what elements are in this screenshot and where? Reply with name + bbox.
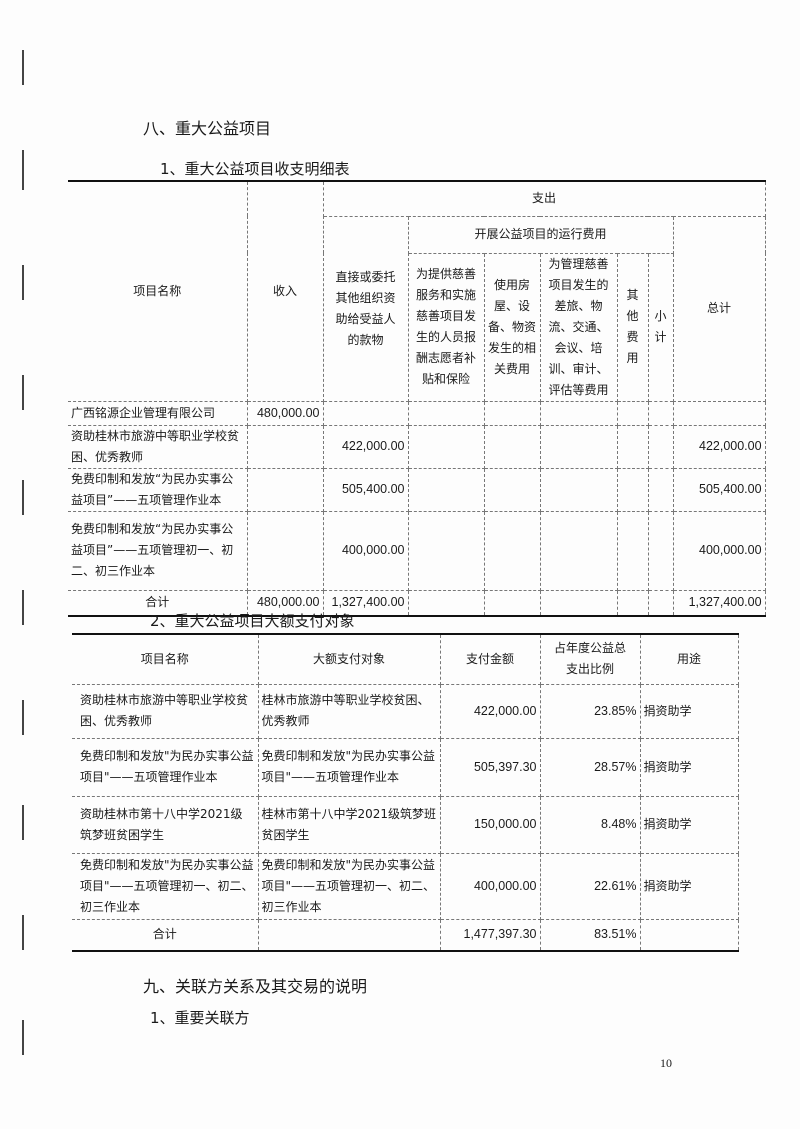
- row-total: [672, 400, 766, 426]
- section-9-subheading: 1、重要关联方: [150, 1009, 250, 1027]
- row-payee: 免费印制和发放"为民办实事公益项目"——五项管理作业本: [257, 737, 441, 797]
- row-name: 免费印制和发放"为民办实事公益项目"——五项管理初一、初二、初三作业本: [72, 852, 259, 920]
- row-amount: 400,000.00: [439, 852, 541, 920]
- row-name: 免费印制和发放"为民办实事公益项目"——五项管理作业本: [72, 737, 259, 797]
- row-purpose: 捐资助学: [639, 795, 739, 854]
- row-name: 资助桂林市旅游中等职业学校贫困、优秀教师: [68, 424, 248, 469]
- row-name: 资助桂林市旅游中等职业学校贫困、优秀教师: [72, 683, 259, 739]
- row-ratio: 23.85%: [539, 683, 641, 739]
- header-facilities: 使用房屋、设备、物资发生的相关费用: [483, 252, 541, 402]
- header-direct: 直接或委托其他组织资助给受益人的款物: [323, 215, 409, 402]
- table-row: 资助桂林市旅游中等职业学校贫困、优秀教师 桂林市旅游中等职业学校贫困、优秀教师 …: [72, 683, 739, 739]
- row-amount: 150,000.00: [439, 795, 541, 854]
- row-income: [246, 510, 324, 591]
- header-subtotal: 小计: [647, 252, 674, 402]
- row-total: 505,400.00: [672, 467, 766, 512]
- row-name: 广西铭源企业管理有限公司: [68, 400, 248, 426]
- row-name: 资助桂林市第十八中学2021级筑梦班贫困学生: [72, 795, 259, 854]
- row-purpose: 捐资助学: [639, 737, 739, 797]
- section-9-heading: 九、关联方关系及其交易的说明: [143, 977, 368, 996]
- row-purpose: 捐资助学: [639, 852, 739, 920]
- header-purpose: 用途: [639, 633, 739, 685]
- scan-margin-mark: [22, 915, 24, 950]
- row-direct: 422,000.00: [322, 424, 409, 469]
- header-name: 项目名称: [68, 180, 248, 402]
- row-ratio: 8.48%: [539, 795, 641, 854]
- scan-margin-mark: [22, 50, 24, 85]
- sum-ratio: 83.51%: [539, 918, 641, 952]
- row-name: 免费印制和发放“为民办实事公益项目”——五项管理初一、初二、初三作业本: [68, 510, 248, 591]
- row-total: 422,000.00: [672, 424, 766, 469]
- scan-margin-mark: [22, 805, 24, 840]
- row-income: [246, 424, 324, 469]
- sum-income: 480,000.00: [246, 589, 324, 617]
- table-row: 免费印制和发放“为民办实事公益项目”——五项管理初一、初二、初三作业本 400,…: [68, 510, 766, 591]
- header-running: 开展公益项目的运行费用: [407, 215, 674, 254]
- header-management: 为管理慈善项目发生的差旅、物流、交通、会议、培训、审计、评估等费用: [539, 252, 618, 402]
- scan-margin-mark: [22, 700, 24, 735]
- header-ratio: 占年度公益总支出比例: [539, 633, 641, 685]
- scan-margin-mark: [22, 375, 24, 410]
- total-row: 合计 1,477,397.30 83.51%: [72, 918, 739, 952]
- row-ratio: 28.57%: [539, 737, 641, 797]
- sum-label: 合计: [68, 589, 248, 617]
- header-other: 其他费用: [616, 252, 649, 402]
- table-row: 资助桂林市旅游中等职业学校贫困、优秀教师 422,000.00 422,000.…: [68, 424, 766, 469]
- large-payments-table: 项目名称 大额支付对象 支付金额 占年度公益总支出比例 用途 资助桂林市旅游中等…: [72, 633, 739, 952]
- section-8-heading: 八、重大公益项目: [143, 119, 272, 138]
- scan-margin-mark: [22, 1020, 24, 1055]
- table-row: 资助桂林市第十八中学2021级筑梦班贫困学生 桂林市第十八中学2021级筑梦班贫…: [72, 795, 739, 854]
- table-row: 广西铭源企业管理有限公司 480,000.00: [68, 400, 766, 426]
- header-payee: 大额支付对象: [257, 633, 441, 685]
- sum-amount: 1,477,397.30: [439, 918, 541, 952]
- sum-label: 合计: [72, 918, 259, 952]
- header-income: 收入: [246, 180, 324, 402]
- row-payee: 桂林市第十八中学2021级筑梦班贫困学生: [257, 795, 441, 854]
- table-row: 免费印制和发放"为民办实事公益项目"——五项管理初一、初二、初三作业本 免费印制…: [72, 852, 739, 920]
- header-total: 总计: [672, 215, 766, 402]
- row-direct: [322, 400, 409, 426]
- row-direct: 505,400.00: [322, 467, 409, 512]
- row-amount: 505,397.30: [439, 737, 541, 797]
- row-payee: 桂林市旅游中等职业学校贫困、优秀教师: [257, 683, 441, 739]
- scan-margin-mark: [22, 590, 24, 625]
- row-total: 400,000.00: [672, 510, 766, 591]
- scan-margin-mark: [22, 265, 24, 300]
- row-income: 480,000.00: [246, 400, 324, 426]
- row-amount: 422,000.00: [439, 683, 541, 739]
- table-1-title: 1、重大公益项目收支明细表: [160, 160, 350, 178]
- scan-margin-mark: [22, 150, 24, 190]
- total-row: 合计 480,000.00 1,327,400.00 1,327,400.00: [68, 589, 766, 617]
- row-name: 免费印制和发放“为民办实事公益项目”——五项管理作业本: [68, 467, 248, 512]
- header-amount: 支付金额: [439, 633, 541, 685]
- table-row: 免费印制和发放"为民办实事公益项目"——五项管理作业本 免费印制和发放"为民办实…: [72, 737, 739, 797]
- header-expense: 支出: [322, 180, 766, 217]
- header-name: 项目名称: [72, 633, 259, 685]
- scan-margin-mark: [22, 480, 24, 515]
- row-payee: 免费印制和发放"为民办实事公益项目"——五项管理初一、初二、初三作业本: [257, 852, 441, 920]
- sum-total: 1,327,400.00: [672, 589, 766, 617]
- page-number: 10: [660, 1056, 672, 1070]
- sum-direct: 1,327,400.00: [322, 589, 409, 617]
- income-expense-table: 项目名称 收入 支出 直接或委托其他组织资助给受益人的款物 开展公益项目的运行费…: [68, 180, 766, 617]
- row-income: [246, 467, 324, 512]
- row-purpose: 捐资助学: [639, 683, 739, 739]
- row-ratio: 22.61%: [539, 852, 641, 920]
- row-direct: 400,000.00: [322, 510, 409, 591]
- table-row: 免费印制和发放“为民办实事公益项目”——五项管理作业本 505,400.00 5…: [68, 467, 766, 512]
- table-2-title: 2、重大公益项目大额支付对象: [150, 612, 355, 630]
- header-personnel: 为提供慈善服务和实施慈善项目发生的人员报酬志愿者补贴和保险: [408, 252, 485, 402]
